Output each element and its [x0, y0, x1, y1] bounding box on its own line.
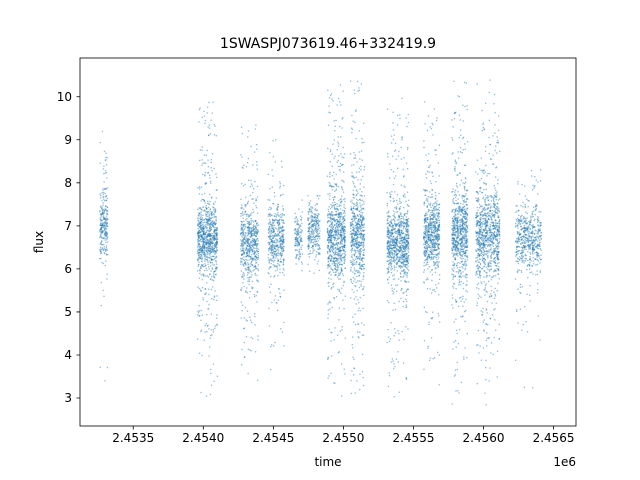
figure: 1SWASPJ073619.46+332419.9 time 1e6 flux … [0, 0, 640, 480]
scatter-plot-canvas [0, 0, 640, 480]
